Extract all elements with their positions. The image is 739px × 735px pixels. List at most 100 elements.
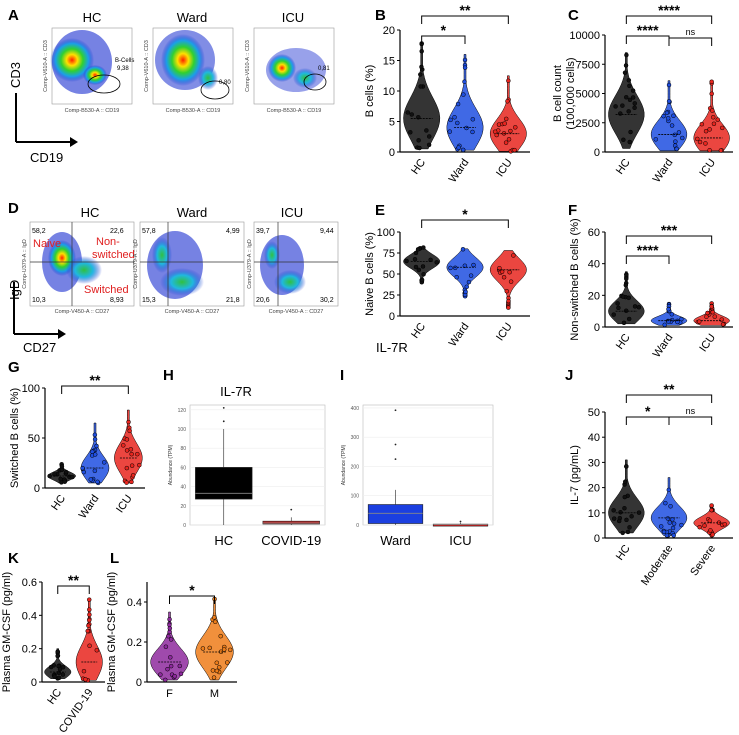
data-point (94, 443, 99, 449)
data-point (665, 516, 671, 521)
data-point (709, 79, 714, 84)
data-point (168, 655, 173, 660)
data-point (636, 305, 642, 310)
significance-label: ** (90, 372, 101, 388)
data-point (60, 664, 66, 670)
data-point (86, 597, 92, 602)
data-point (506, 298, 511, 304)
data-point (503, 140, 509, 145)
data-point (708, 528, 713, 533)
flow-d-title-hc: HC (81, 205, 100, 220)
data-point (671, 533, 676, 538)
data-point (621, 320, 627, 326)
data-point (177, 663, 183, 669)
outlier-point (394, 409, 397, 412)
significance-label: * (441, 22, 447, 38)
x-tick-label: ICU (697, 332, 718, 354)
data-point (709, 503, 714, 508)
y-tick-label: 100 (22, 383, 40, 395)
y-tick-label: 0 (594, 533, 600, 545)
violin-hc (44, 648, 72, 679)
flow-panel-a: HC Ward ICU B-Cells 9,38 0,80 0,81 Comp-… (8, 10, 335, 165)
data-point (670, 525, 676, 531)
y-tick-label: 25 (383, 290, 395, 302)
flow-d-nonswitched-label-1: Non- (96, 236, 120, 248)
flow-d-q-ward-lr: 21,8 (226, 297, 240, 304)
y-tick-label: 75 (383, 248, 395, 260)
flow-a-ychannel-icu: Comp-V610-A :: CD3 (245, 40, 251, 92)
data-point (210, 668, 216, 673)
data-point (620, 103, 625, 108)
panel-label-k: K (8, 550, 19, 567)
data-point (86, 617, 92, 623)
data-point (92, 432, 98, 438)
data-point (70, 474, 75, 480)
y-tick-label: 120 (178, 408, 187, 414)
data-point (669, 123, 675, 128)
outlier-point (222, 406, 225, 409)
x-tick-label: ICU (494, 157, 515, 179)
data-point (452, 265, 458, 271)
data-point (409, 112, 414, 117)
data-point (712, 314, 717, 319)
data-point (87, 607, 92, 612)
data-point (455, 120, 460, 126)
flow-panel-d: HC Ward ICU 58,2 22,6 10,3 8,93 57,8 4,9… (7, 205, 408, 355)
data-point (434, 260, 439, 265)
data-point (412, 256, 418, 262)
data-point (624, 95, 629, 100)
data-point (129, 479, 134, 485)
outlier-point (394, 443, 397, 446)
data-point (63, 469, 69, 475)
flow-a-yaxis-label: CD3 (8, 62, 23, 88)
data-point (135, 451, 140, 457)
flow-d-q-ward-ur: 4,99 (226, 228, 240, 235)
y-axis-label: Plasma GM-CSF (pg/ml) (1, 572, 13, 692)
data-point (404, 258, 409, 264)
y-tick-label: 20 (383, 25, 395, 37)
data-point (172, 674, 177, 679)
data-point (707, 518, 713, 523)
data-point (130, 473, 136, 478)
data-point (421, 245, 426, 250)
data-point (662, 322, 667, 328)
data-point (625, 529, 631, 535)
flow-a-xchannel-ward: Comp-B530-A :: CD19 (166, 108, 221, 114)
data-point (214, 660, 220, 666)
y-tick-label: 40 (588, 432, 600, 444)
violin-hc (608, 52, 645, 149)
data-point (667, 520, 672, 525)
x-tick-label: Severe (688, 543, 718, 578)
data-point (212, 615, 217, 620)
data-point (56, 675, 62, 681)
flow-d-title-ward: Ward (177, 205, 208, 220)
data-point (624, 52, 629, 58)
data-point (666, 98, 672, 104)
y-tick-label: 50 (383, 269, 395, 281)
flow-a-gate-value-hc: 9,38 (117, 66, 129, 72)
data-point (709, 304, 714, 309)
data-point (413, 250, 419, 256)
data-point (627, 83, 632, 89)
data-point (405, 110, 411, 115)
data-point (672, 132, 677, 138)
panel-label-i: I (340, 367, 344, 384)
data-point (462, 79, 467, 84)
data-point (512, 147, 517, 153)
data-point (511, 253, 516, 258)
flow-d-ychannel-icu: Comp-U379-A :: IgD (247, 239, 253, 289)
data-point (452, 115, 457, 120)
data-point (47, 473, 52, 479)
flow-a-ychannel-ward: Comp-V610-A :: CD3 (144, 40, 150, 92)
flow-a-title-ward: Ward (177, 10, 208, 25)
data-point (211, 675, 217, 680)
data-point (428, 257, 433, 263)
data-point (129, 451, 134, 457)
data-point (207, 645, 212, 651)
y-tick-label: 2500 (576, 118, 600, 130)
flow-d-q-ward-ul: 57,8 (142, 228, 156, 235)
data-point (508, 279, 514, 284)
y-tick-label: 10 (588, 508, 600, 520)
data-point (462, 57, 468, 63)
data-point (671, 521, 677, 526)
